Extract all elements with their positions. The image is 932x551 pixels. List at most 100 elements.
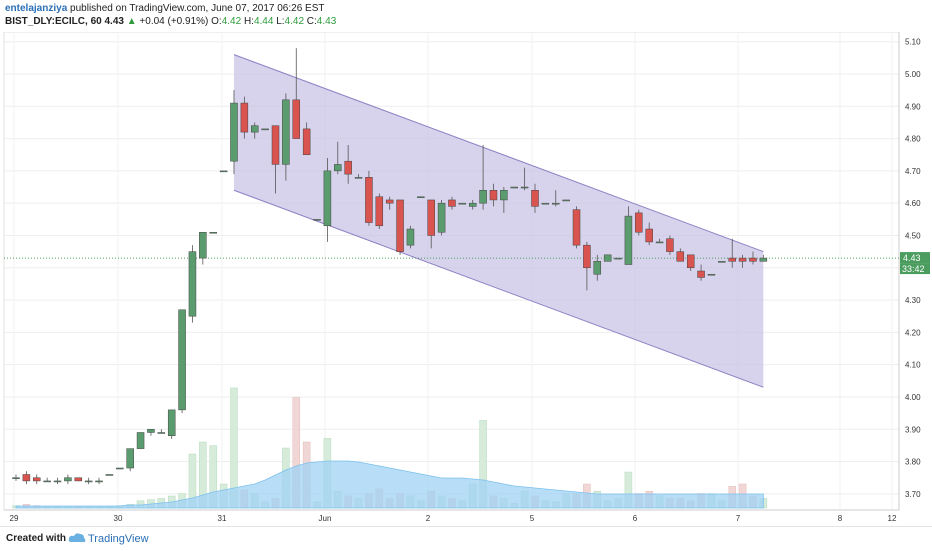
- candle-body: [552, 202, 560, 205]
- candle-body: [344, 160, 352, 175]
- candle-body: [282, 99, 290, 165]
- open-label: O:: [211, 16, 222, 27]
- candle-body: [603, 254, 612, 262]
- candle-body: [209, 231, 217, 234]
- candle-body: [707, 273, 716, 276]
- candle-body: [718, 261, 726, 263]
- countdown-tag-text: 33:42: [902, 264, 925, 274]
- candle-body: [302, 128, 311, 155]
- candle-body: [105, 474, 114, 476]
- x-tick-label: 6: [633, 514, 638, 523]
- y-tick-label: 3.70: [905, 490, 921, 499]
- candle-body: [292, 99, 301, 139]
- symbol-label: BIST_DLY:ECILC, 60: [5, 16, 102, 27]
- close-label: C:: [306, 16, 317, 27]
- candle-body: [250, 125, 259, 133]
- x-tick-label: 30: [114, 514, 123, 523]
- y-tick-label: 4.20: [905, 328, 921, 337]
- x-tick-label: Jun: [319, 514, 332, 523]
- candle-body: [126, 448, 134, 469]
- last-price-tag: [900, 252, 930, 264]
- last-price: 4.43: [104, 16, 124, 27]
- candle-body: [738, 257, 747, 262]
- candle-body: [635, 212, 643, 233]
- publish-line: entelajanziya published on TradingView.c…: [5, 2, 324, 15]
- channel-upper-line: [233, 54, 764, 253]
- y-tick-label: 4.30: [905, 296, 921, 305]
- candle-body: [22, 474, 31, 482]
- candle-body: [614, 257, 622, 260]
- x-tick-label: 5: [530, 514, 535, 523]
- open-value: 4.42: [221, 16, 242, 27]
- candle-body: [520, 186, 529, 189]
- tradingview-cloud-icon: [68, 533, 86, 542]
- candle-body: [759, 257, 768, 262]
- candle-body: [417, 196, 425, 198]
- x-tick-label: 8: [838, 514, 843, 523]
- candle-body: [147, 429, 155, 433]
- candle-body: [43, 480, 51, 483]
- candle-body: [53, 480, 62, 483]
- author-link[interactable]: entelajanziya: [5, 3, 68, 14]
- candle-body: [645, 228, 653, 243]
- candle-body: [572, 209, 581, 246]
- candle-body: [396, 199, 404, 252]
- channel-lower-line: [233, 189, 764, 388]
- low-label: L:: [276, 16, 285, 27]
- candle-body: [219, 170, 228, 173]
- chart-header: entelajanziya published on TradingView.c…: [0, 0, 932, 32]
- x-tick-label: 2: [426, 514, 431, 523]
- candle-body: [666, 238, 674, 252]
- candle-body: [157, 432, 166, 434]
- created-with-text: Created with: [6, 533, 67, 544]
- candle-body: [167, 409, 176, 436]
- candle-body: [676, 251, 685, 262]
- candle-body: [510, 186, 518, 189]
- candle-body: [427, 199, 435, 236]
- x-tick-label: 29: [10, 514, 19, 523]
- candle-body: [240, 102, 249, 133]
- chart-canvas[interactable]: 5.105.004.904.804.704.604.504.404.304.20…: [0, 32, 932, 526]
- candle-body: [323, 170, 332, 227]
- candle-body: [188, 251, 197, 317]
- close-value: 4.43: [316, 16, 337, 27]
- candle-body: [697, 270, 705, 278]
- candle-body: [458, 202, 467, 205]
- candle-body: [437, 202, 446, 233]
- x-tick-label: 12: [888, 514, 897, 523]
- candle-body: [583, 244, 591, 269]
- parallel-channel: [233, 54, 764, 388]
- x-tick-label: 7: [736, 514, 741, 523]
- candle-body: [365, 177, 373, 223]
- y-tick-label: 4.50: [905, 231, 921, 240]
- candle-body: [64, 477, 72, 482]
- published-text: published on TradingView.com, June 07, 2…: [70, 3, 325, 14]
- candle-body: [406, 228, 415, 246]
- candle-body: [313, 219, 321, 221]
- candle-body: [541, 202, 550, 205]
- volume-ma-area: [15, 460, 764, 509]
- high-label: H:: [243, 16, 254, 27]
- candle-body: [593, 261, 602, 275]
- y-tick-label: 4.80: [905, 135, 921, 144]
- candle-body: [375, 196, 384, 227]
- candle-body: [136, 432, 145, 449]
- countdown-tag: [900, 263, 930, 275]
- change-text: +0.04 (+0.91%): [139, 16, 209, 27]
- candle-body: [199, 231, 207, 259]
- candle-body: [624, 215, 633, 265]
- high-value: 4.44: [253, 16, 274, 27]
- candle-body: [74, 477, 83, 482]
- candle-body: [354, 177, 363, 179]
- y-tick-label: 3.80: [905, 458, 921, 467]
- candle-body: [84, 480, 93, 483]
- candle-body: [500, 190, 508, 201]
- symbol-line: BIST_DLY:ECILC, 60 4.43 ▲ +0.04 (+0.91%)…: [5, 15, 336, 28]
- candle-body: [230, 102, 238, 162]
- y-tick-label: 4.00: [905, 393, 921, 402]
- y-tick-label: 5.00: [905, 70, 921, 79]
- low-value: 4.42: [284, 16, 305, 27]
- tradingview-brand[interactable]: TradingView: [88, 533, 149, 545]
- candle-body: [385, 199, 394, 204]
- candle-body: [95, 480, 103, 483]
